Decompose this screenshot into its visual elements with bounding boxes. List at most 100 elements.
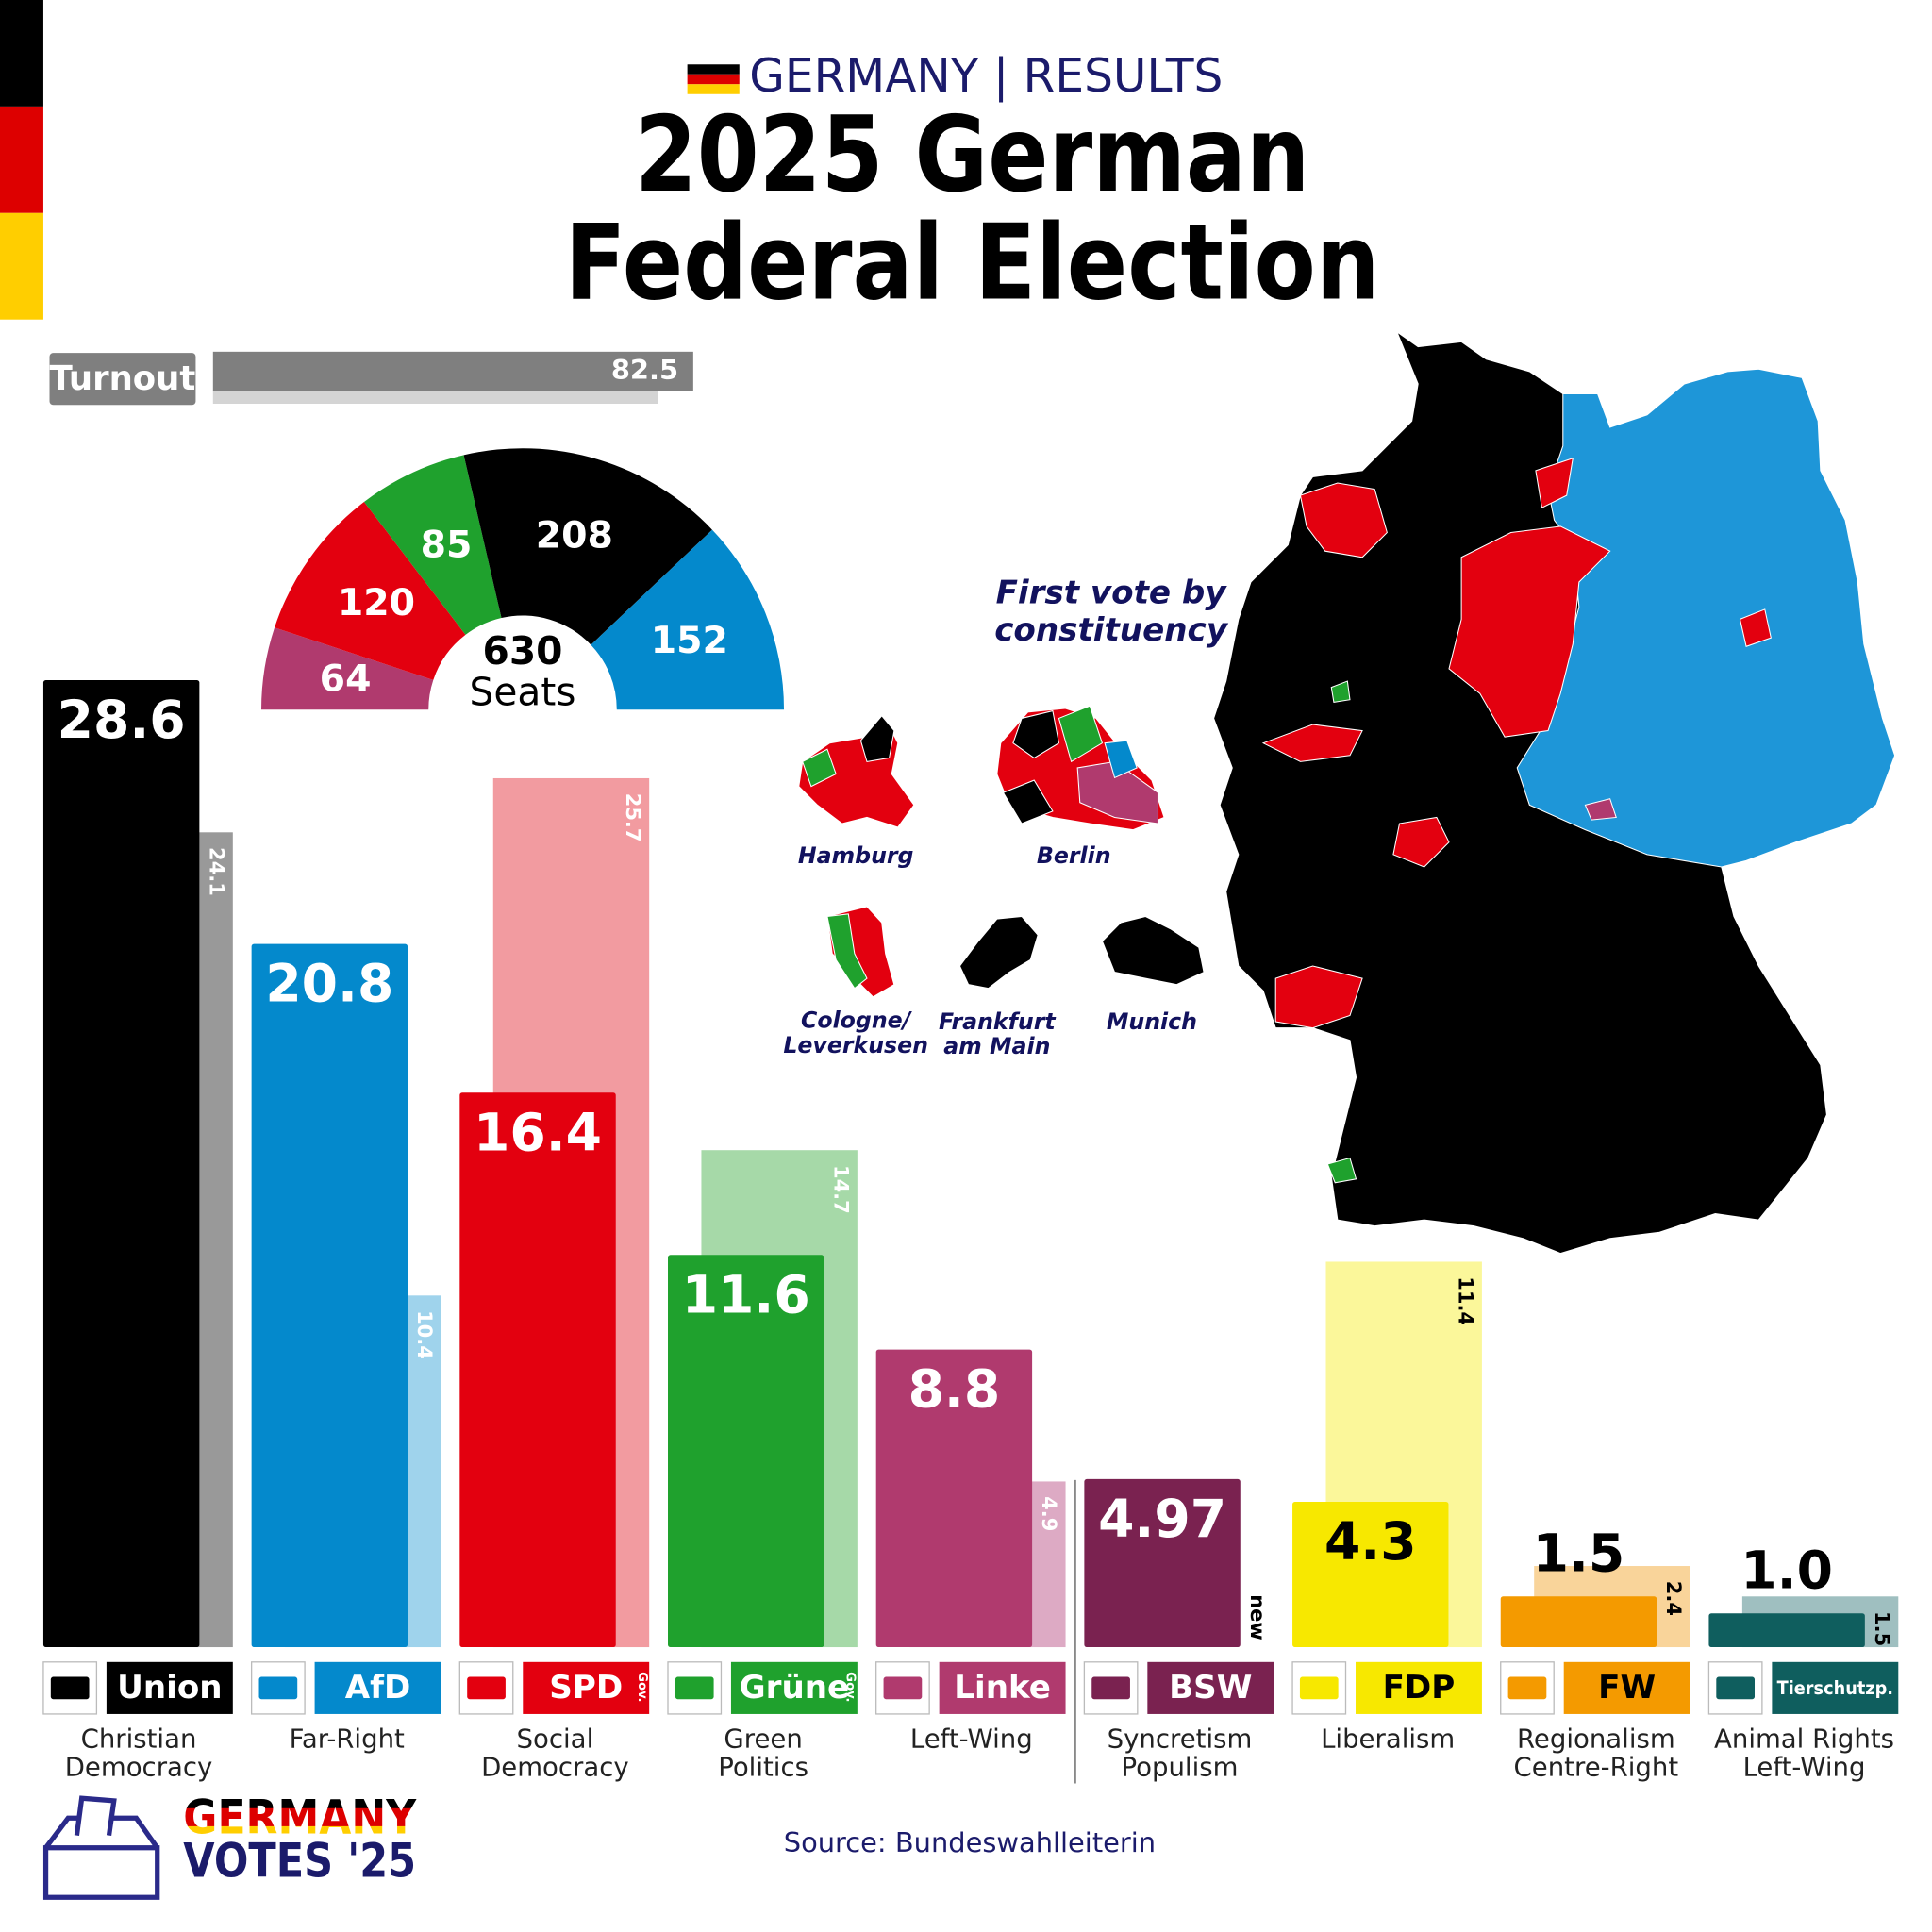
turnout-bar (212, 391, 658, 404)
seat-label: 64 (320, 657, 372, 700)
bar-current (1292, 1501, 1449, 1648)
party-name: FDP (1383, 1669, 1456, 1707)
party-logo-mark (258, 1676, 298, 1700)
source: Source: Bundeswahlleiterin (784, 1826, 1156, 1858)
germany-map (1213, 330, 1896, 1255)
bar-current (459, 1092, 616, 1648)
party-description: Centre-Right (1514, 1753, 1679, 1783)
party-description: Politics (718, 1753, 808, 1783)
party-description: Regionalism (1517, 1724, 1675, 1755)
inset-label: Munich (1107, 1008, 1197, 1035)
title: 2025 German (635, 95, 1309, 216)
seat-label: 85 (421, 523, 473, 566)
value-label-previous: 25.7 (622, 793, 644, 842)
party-name-box (939, 1661, 1066, 1714)
party-description: Christian (81, 1724, 197, 1755)
party-description: Liberalism (1321, 1724, 1455, 1755)
value-label-previous: 11.4 (1455, 1276, 1477, 1325)
map-title: constituency (994, 611, 1229, 649)
turnout-box (49, 353, 196, 406)
party-logo-mark (467, 1676, 506, 1700)
value-label: 28.6 (58, 691, 186, 751)
seat-label: 120 (338, 581, 415, 625)
party-name: Union (117, 1669, 222, 1707)
inset-label: Berlin (1037, 842, 1111, 869)
bar-current (1500, 1596, 1657, 1648)
seat-total: 630 (483, 628, 563, 674)
party-name-box (314, 1661, 441, 1714)
bar-current (1708, 1613, 1865, 1648)
bar-current (875, 1349, 1033, 1648)
gov-note: Gov. (635, 1672, 649, 1702)
party-name: AfD (345, 1669, 411, 1707)
turnout-label: Turnout (50, 359, 196, 398)
ballot-box (42, 1795, 160, 1900)
bar-current (42, 680, 200, 1648)
party-name: FW (1598, 1669, 1656, 1707)
value-label: 1.0 (1740, 1541, 1833, 1601)
inset-label: am Main (943, 1033, 1050, 1059)
party-name: SPD (549, 1669, 623, 1707)
party-description: Populism (1122, 1753, 1239, 1783)
value-label: 1.5 (1533, 1524, 1625, 1584)
value-label-previous: 24.1 (205, 847, 227, 896)
value-label: 11.6 (682, 1265, 810, 1325)
bar-current (668, 1255, 824, 1648)
bar-current (251, 943, 408, 1648)
value-label-previous: 14.7 (829, 1165, 852, 1214)
value-label: 16.4 (474, 1103, 602, 1163)
value-label-previous: 2.4 (1662, 1581, 1685, 1616)
gov-note: Gov. (842, 1672, 857, 1702)
party-description: Animal Rights (1714, 1724, 1894, 1755)
title: Federal Election (565, 203, 1380, 324)
value-label-previous: new (1246, 1594, 1269, 1641)
inset-maps (798, 705, 1205, 998)
party-description: Green (724, 1724, 802, 1755)
party-name: Linke (954, 1669, 1051, 1707)
party-logo-mark (1716, 1676, 1756, 1700)
seat-total-label: Seats (470, 669, 576, 714)
map-title: First vote by (996, 575, 1228, 612)
value-label: 4.3 (1324, 1512, 1417, 1573)
value-label: 20.8 (265, 955, 393, 1015)
value-label-previous: 1.5 (1871, 1611, 1893, 1646)
seat-segment (591, 529, 785, 710)
party-name-box (106, 1661, 233, 1714)
party-name: Grüne (740, 1669, 850, 1707)
party-logo-mark (1507, 1676, 1547, 1700)
value-label-previous: 4.9 (1038, 1496, 1060, 1531)
party-name: Tierschutzp. (1777, 1677, 1893, 1699)
party-logo-mark (1299, 1676, 1339, 1700)
seat-segment (261, 627, 434, 710)
seat-segment (363, 455, 502, 635)
party-name: BSW (1169, 1669, 1252, 1707)
seat-segment (275, 502, 466, 680)
bar-current (1084, 1478, 1241, 1648)
flag-stripe (0, 0, 43, 320)
party-description: Democracy (65, 1753, 213, 1783)
value-label: 8.8 (908, 1360, 1001, 1421)
inset-label: Hamburg (798, 842, 914, 869)
party-name-box (1563, 1661, 1690, 1714)
party-logo-mark (50, 1676, 90, 1700)
party-name-box (1147, 1661, 1274, 1714)
party-name-box (730, 1661, 858, 1714)
mini-flag (687, 64, 740, 94)
party-logo-mark (675, 1676, 714, 1700)
brand-line: VOTES '25 (183, 1833, 416, 1888)
party-description: Left-Wing (1743, 1753, 1866, 1783)
seat-label: 152 (651, 619, 728, 662)
party-name-box (523, 1661, 650, 1714)
value-label-previous: 10.4 (413, 1310, 436, 1359)
party-description: Social (517, 1724, 594, 1755)
party-description: Far-Right (290, 1724, 405, 1755)
party-description: Left-Wing (910, 1724, 1033, 1755)
kicker: GERMANY | RESULTS (749, 50, 1223, 103)
seat-label: 208 (536, 513, 613, 557)
turnout-value: 82.5 (611, 354, 678, 386)
inset-label: Leverkusen (783, 1032, 928, 1058)
party-description: Syncretism (1108, 1724, 1253, 1755)
party-logo-mark (883, 1676, 923, 1700)
party-logo-mark (1091, 1676, 1130, 1700)
